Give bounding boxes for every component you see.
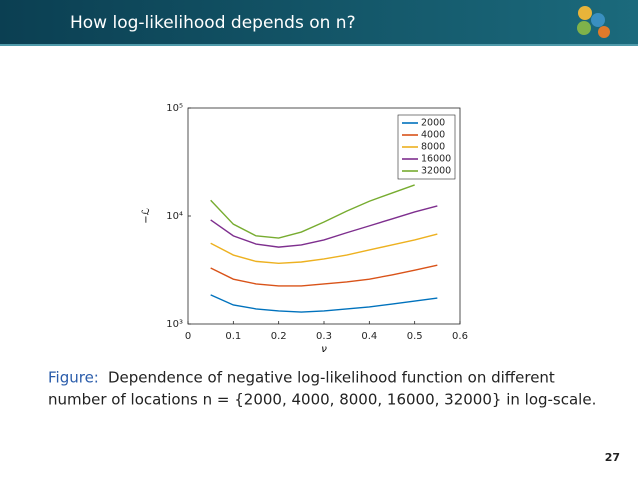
x-tick-label: 0.4	[361, 331, 377, 342]
legend-label: 4000	[421, 130, 445, 141]
legend-label: 16000	[421, 154, 451, 165]
caption-line: number of locations n = {2000, 4000, 800…	[48, 391, 596, 409]
header-bar	[0, 0, 638, 44]
caption-line: Dependence of negative log-likelihood fu…	[108, 369, 555, 387]
x-tick-label: 0.1	[225, 331, 241, 342]
y-tick-label: 10³	[166, 319, 183, 330]
caption-label: Figure:	[48, 369, 99, 387]
x-tick-label: 0.6	[452, 331, 468, 342]
x-tick-label: 0.3	[316, 331, 332, 342]
x-tick-label: 0.5	[407, 331, 423, 342]
legend-label: 8000	[421, 142, 445, 153]
series-line	[210, 264, 438, 287]
series-line	[210, 233, 438, 264]
slide-title: How log-likelihood depends on n?	[70, 13, 356, 33]
x-tick-label: 0.2	[271, 331, 287, 342]
y-axis-label: −ℒ	[141, 208, 152, 224]
legend-label: 32000	[421, 166, 451, 177]
series-line	[210, 205, 438, 248]
x-tick-label: 0	[185, 331, 191, 342]
header-rule	[0, 44, 638, 46]
series-line	[210, 294, 438, 313]
y-tick-label: 10⁴	[166, 211, 183, 222]
page-number: 27	[605, 451, 620, 464]
legend-label: 2000	[421, 118, 445, 129]
y-tick-label: 10⁵	[166, 103, 183, 114]
logo	[577, 6, 610, 38]
series-line	[210, 184, 415, 239]
x-axis-label: ν	[321, 344, 327, 355]
